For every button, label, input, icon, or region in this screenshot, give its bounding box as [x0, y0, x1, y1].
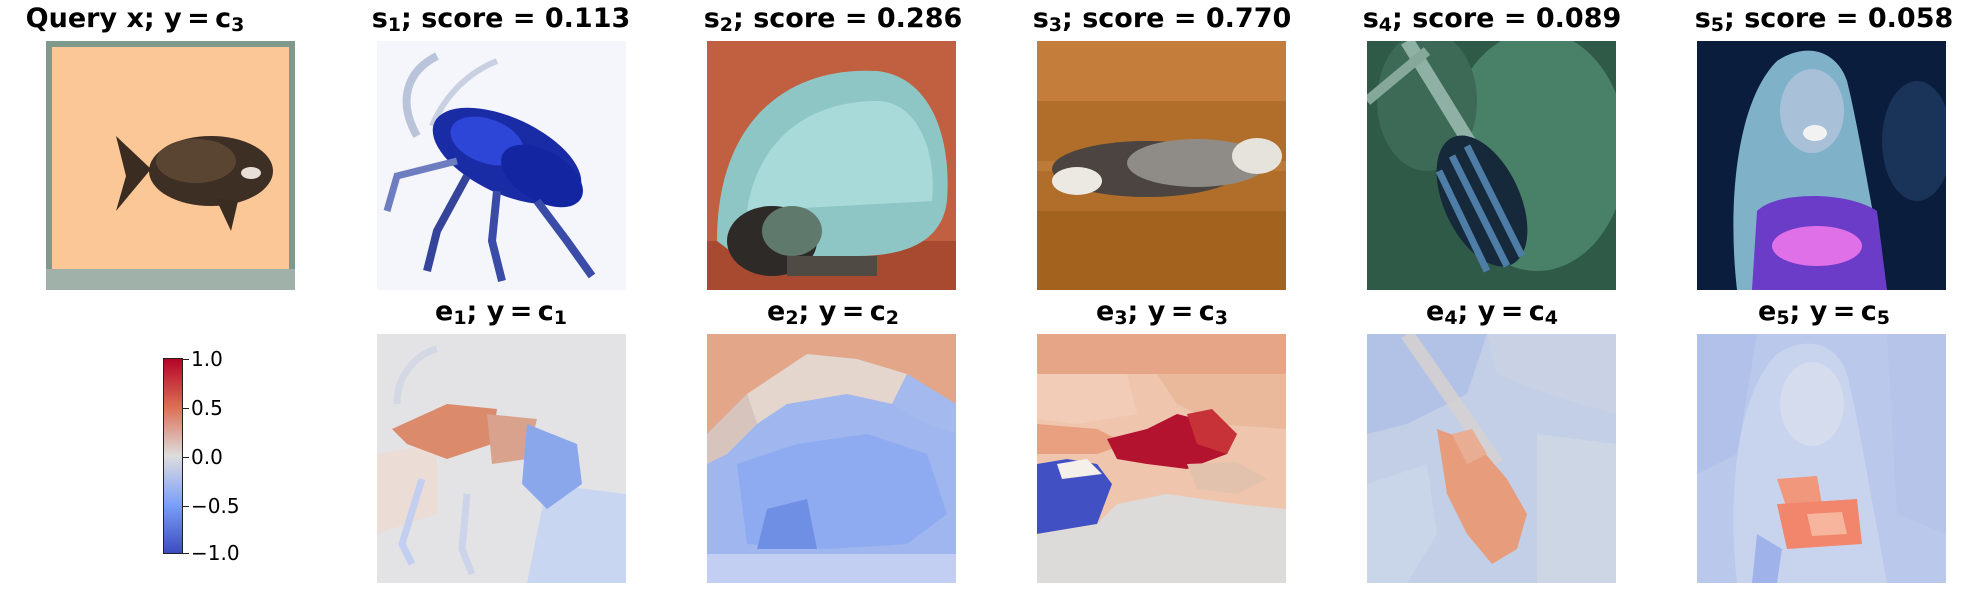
- query-title: Query x; y = c3: [25, 3, 245, 36]
- explanation-map-2: [707, 334, 956, 583]
- similar-image-5: [1697, 41, 1946, 290]
- colorbar-tick-label: 1.0: [191, 347, 223, 371]
- explanation-map-1: [377, 334, 626, 583]
- colorbar-tick: [183, 408, 189, 409]
- explanation-2-title: e2; y = c2: [767, 296, 899, 329]
- similar-image-1: [377, 41, 626, 290]
- colorbar-tick-label: 0.0: [191, 445, 223, 469]
- similar-image-2: [707, 41, 956, 290]
- explanation-3-title: e3; y = c3: [1096, 296, 1228, 329]
- similar-image-4: [1367, 41, 1616, 290]
- similar-image-3: [1037, 41, 1286, 290]
- explanation-4-title: e4; y = c4: [1426, 296, 1558, 329]
- colorbar-tick: [183, 359, 189, 360]
- similar-4-title: s4; score = 0.089: [1362, 3, 1622, 36]
- colorbar-tick: [183, 457, 189, 458]
- colorbar-tick-label: 0.5: [191, 396, 223, 420]
- colorbar-tick-label: −0.5: [191, 494, 240, 518]
- colorbar-tick-label: −1.0: [191, 541, 240, 565]
- colorbar-tick: [183, 506, 189, 507]
- similar-5-title: s5; score = 0.058: [1694, 3, 1954, 36]
- similar-1-title: s1; score = 0.113: [371, 3, 631, 36]
- explanation-1-title: e1; y = c1: [435, 296, 567, 329]
- explanation-map-3: [1037, 334, 1286, 583]
- similar-3-title: s3; score = 0.770: [1032, 3, 1292, 36]
- colorbar-tick: [183, 553, 189, 554]
- explanation-5-title: e5; y = c5: [1758, 296, 1890, 329]
- explanation-map-5: [1697, 334, 1946, 583]
- explanation-map-4: [1367, 334, 1616, 583]
- colorbar: [163, 358, 183, 554]
- similar-2-title: s2; score = 0.286: [703, 3, 963, 36]
- query-image: [46, 41, 295, 290]
